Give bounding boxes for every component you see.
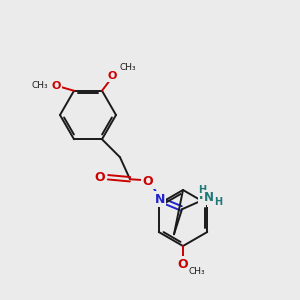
Text: CH₃: CH₃ <box>120 63 136 72</box>
Text: CH₃: CH₃ <box>32 81 48 90</box>
Text: N: N <box>155 193 165 206</box>
Text: O: O <box>143 175 153 188</box>
Text: O: O <box>178 257 188 271</box>
Text: H: H <box>208 196 216 206</box>
Text: N: N <box>204 191 214 204</box>
Text: O: O <box>95 171 105 184</box>
Text: CH₃: CH₃ <box>189 268 205 277</box>
Text: H: H <box>198 185 206 195</box>
Text: H: H <box>214 197 222 207</box>
Text: O: O <box>51 81 61 91</box>
Text: O: O <box>107 71 117 81</box>
Text: N: N <box>199 189 209 202</box>
Text: H: H <box>198 186 206 196</box>
